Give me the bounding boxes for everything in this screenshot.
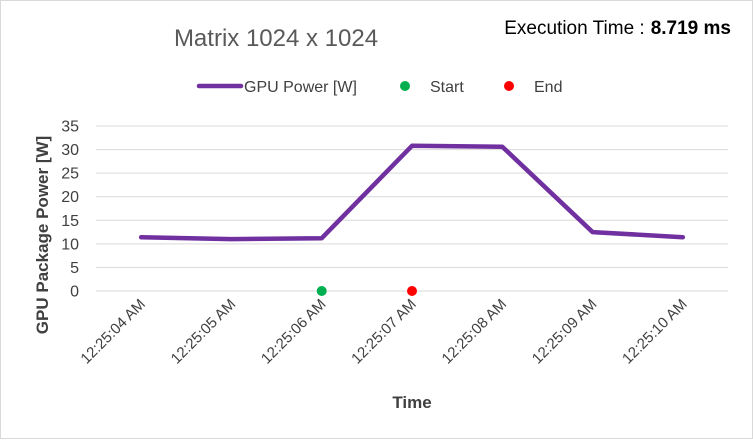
gridlines [96,126,728,291]
marker-start [317,286,327,296]
legend-swatch-end [504,81,514,91]
y-tick-label: 35 [61,119,79,136]
y-tick-label: 0 [70,284,79,301]
execution-time-value: 8.719 ms [651,18,731,39]
x-tick-label: 12:25:09 AM [529,296,601,368]
execution-time-annotation: Execution Time : 8.719 ms [504,18,731,39]
y-tick-label: 15 [61,213,79,230]
marker-end [407,286,417,296]
y-tick-label: 20 [61,189,79,206]
legend: GPU Power [W] Start End [199,79,562,96]
y-axis-ticks: 0 5 10 15 20 25 30 35 [61,119,79,301]
series-layer [141,146,683,296]
x-tick-label: 12:25:07 AM [348,296,420,368]
execution-time-label: Execution Time : [504,18,644,39]
x-tick-label: 12:25:08 AM [439,296,511,368]
series-line-gpu-power [141,146,683,239]
y-tick-label: 10 [61,236,79,253]
x-tick-label: 12:25:06 AM [258,296,330,368]
legend-label: GPU Power [W] [244,79,357,96]
y-axis-title: GPU Package Power [W] [33,136,52,334]
x-axis-title: Time [392,393,431,412]
x-tick-label: 12:25:10 AM [619,296,691,368]
x-tick-label: 12:25:05 AM [168,296,240,368]
y-tick-label: 30 [61,142,79,159]
legend-label: End [534,79,562,96]
y-tick-label: 25 [61,166,79,183]
chart-title: Matrix 1024 x 1024 [174,25,378,52]
x-tick-label: 12:25:04 AM [77,296,149,368]
legend-label: Start [430,79,464,96]
y-tick-label: 5 [70,260,79,277]
legend-swatch-start [400,81,410,91]
